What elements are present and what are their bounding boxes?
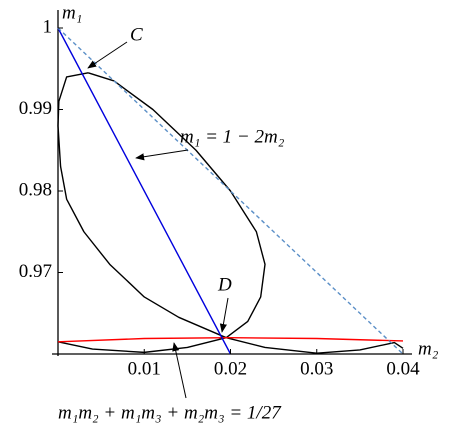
annotation: D <box>217 274 232 295</box>
arrow <box>172 342 187 399</box>
annotation: C <box>130 24 143 45</box>
x-tick-label: 0.04 <box>386 358 420 379</box>
x-tick-label: 0.03 <box>300 358 333 379</box>
line <box>57 27 404 355</box>
annotation: m₁m₂ + m₁m₃ + m₂m₃ = 1/27 <box>58 402 282 423</box>
y-tick-label: 0.97 <box>19 261 52 282</box>
line <box>57 72 266 339</box>
arrow <box>135 149 189 161</box>
annotation: m₁ = 1 − 2m₂ <box>180 126 285 147</box>
line <box>57 337 404 354</box>
x-tick-label: 0.02 <box>214 358 247 379</box>
y-tick-label: 1 <box>43 16 53 37</box>
arrow <box>87 41 128 69</box>
y-axis-label: m₁ <box>62 2 82 23</box>
line <box>57 27 232 355</box>
x-tick-label: 0.01 <box>128 358 161 379</box>
y-tick-label: 0.99 <box>19 98 52 119</box>
line <box>57 337 404 343</box>
x-axis-label: m₂ <box>418 338 439 359</box>
arrow <box>219 297 229 333</box>
plot-area <box>57 27 404 355</box>
y-tick-label: 0.98 <box>19 179 52 200</box>
